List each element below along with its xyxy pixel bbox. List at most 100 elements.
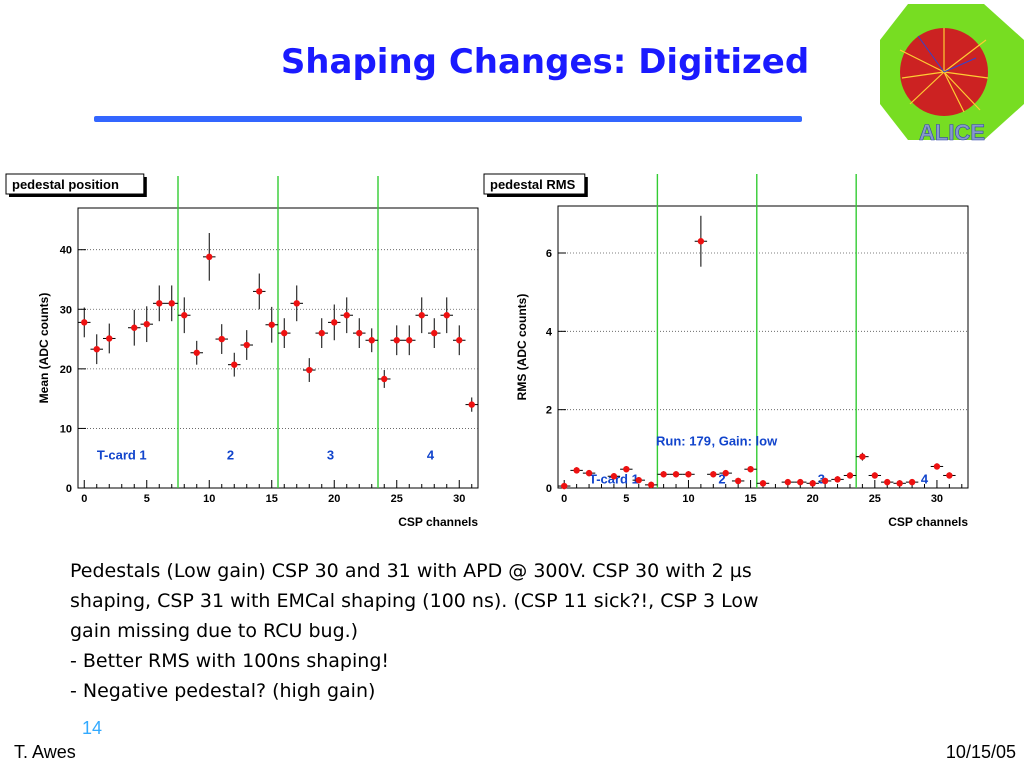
data-point: [871, 472, 879, 479]
data-point: [747, 466, 754, 473]
x-tick-label: 30: [931, 493, 943, 505]
x-tick-label: 20: [328, 493, 340, 505]
alice-logo: ALICE: [880, 4, 1024, 145]
data-point: [356, 329, 363, 337]
x-tick-label: 15: [744, 493, 756, 505]
annotation-label: 4: [921, 471, 929, 486]
data-point: [585, 469, 593, 477]
data-point: [231, 361, 238, 368]
data-point: [797, 478, 804, 486]
x-tick-label: 25: [869, 493, 881, 505]
data-point: [834, 476, 841, 483]
data-point: [722, 469, 729, 477]
slide-body: Pedestals (Low gain) CSP 30 and 31 with …: [70, 556, 930, 706]
x-tick-label: 10: [203, 493, 215, 505]
data-point: [846, 472, 854, 479]
data-point: [647, 481, 655, 489]
data-point: [368, 337, 375, 344]
annotation-label: 3: [818, 471, 825, 486]
y-axis-label: RMS (ADC counts): [515, 294, 529, 401]
data-point: [710, 471, 717, 478]
data-point: [672, 471, 680, 478]
y-tick-label: 2: [546, 405, 552, 417]
data-point: [281, 329, 288, 337]
slide-number: 14: [82, 718, 103, 738]
data-point: [93, 345, 100, 353]
annotation-label: 4: [427, 447, 435, 462]
y-tick-label: 0: [546, 483, 552, 495]
data-point: [268, 321, 275, 328]
annotation-label: , Gain: low: [711, 434, 778, 449]
logo-text: ALICE: [919, 120, 985, 145]
data-point: [734, 477, 742, 485]
y-tick-label: 6: [546, 248, 552, 260]
y-axis-label: Mean (ADC counts): [37, 293, 51, 404]
data-point: [418, 312, 425, 319]
data-point: [181, 312, 188, 319]
x-tick-label: 0: [81, 493, 87, 505]
data-point: [218, 335, 225, 343]
data-point: [331, 319, 338, 326]
data-point: [443, 312, 450, 319]
data-point: [143, 320, 150, 328]
data-point: [293, 300, 300, 307]
x-tick-label: 25: [391, 493, 403, 505]
x-tick-label: 0: [561, 493, 567, 505]
annotation-label: T-card 1: [97, 447, 147, 462]
data-point: [821, 477, 829, 485]
data-point: [896, 480, 903, 487]
data-point: [156, 300, 163, 307]
data-point: [610, 473, 618, 480]
title-box: [5, 173, 145, 195]
data-point: [809, 480, 816, 487]
data-point: [131, 324, 138, 331]
data-point: [343, 312, 350, 319]
data-point: [468, 401, 475, 408]
data-point: [759, 480, 767, 487]
data-point: [431, 329, 438, 337]
y-tick-label: 40: [60, 245, 72, 257]
x-tick-label: 5: [623, 493, 629, 505]
data-point: [106, 335, 113, 342]
data-point: [81, 319, 88, 326]
footer-author: T. Awes: [14, 742, 76, 762]
data-point: [933, 463, 941, 470]
data-point: [406, 337, 413, 344]
x-tick-label: 5: [144, 493, 150, 505]
body-line: Pedestals (Low gain) CSP 30 and 31 with …: [70, 560, 752, 582]
x-tick-label: 10: [682, 493, 694, 505]
data-point: [243, 341, 250, 349]
data-point: [193, 349, 200, 356]
data-point: [393, 337, 400, 344]
data-point: [168, 300, 175, 307]
body-line: shaping, CSP 31 with EMCal shaping (100 …: [70, 590, 759, 612]
y-tick-label: 30: [60, 304, 72, 316]
annotation-label: 2: [718, 471, 725, 486]
data-point: [256, 288, 263, 295]
y-tick-label: 10: [60, 423, 72, 435]
annotation-label: 2: [227, 447, 234, 462]
data-point: [306, 366, 313, 374]
annotation-label: Run: 179: [656, 434, 711, 449]
y-tick-label: 4: [546, 326, 553, 338]
data-point: [456, 337, 463, 344]
data-point: [381, 375, 388, 383]
body-line: gain missing due to RCU bug.): [70, 620, 359, 642]
body-line: - Better RMS with 100ns shaping!: [70, 650, 389, 672]
data-point: [859, 453, 866, 460]
data-point: [697, 238, 705, 245]
x-tick-label: 30: [453, 493, 465, 505]
annotation-label: 3: [327, 447, 334, 462]
plot-title: pedestal position: [12, 177, 119, 192]
data-point: [206, 253, 213, 261]
x-axis-label: CSP channels: [398, 515, 478, 529]
body-line: - Negative pedestal? (high gain): [70, 680, 376, 702]
logo-tracks: [899, 28, 989, 113]
data-point: [660, 471, 667, 478]
slide-title: Shaping Changes: Digitized: [280, 42, 810, 82]
data-point: [623, 466, 630, 473]
plot-title: pedestal RMS: [490, 177, 576, 192]
data-point: [561, 482, 568, 490]
y-tick-label: 20: [60, 364, 72, 376]
